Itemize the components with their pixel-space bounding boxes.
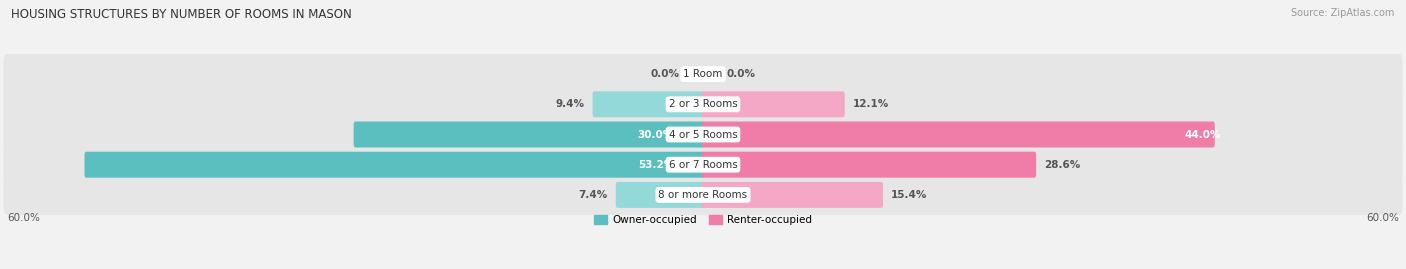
FancyBboxPatch shape xyxy=(702,91,845,117)
Text: 2 or 3 Rooms: 2 or 3 Rooms xyxy=(669,99,737,109)
Text: 1 Room: 1 Room xyxy=(683,69,723,79)
FancyBboxPatch shape xyxy=(702,122,1215,147)
FancyBboxPatch shape xyxy=(702,182,883,208)
FancyBboxPatch shape xyxy=(4,54,1402,94)
Text: Source: ZipAtlas.com: Source: ZipAtlas.com xyxy=(1291,8,1395,18)
FancyBboxPatch shape xyxy=(84,152,704,178)
FancyBboxPatch shape xyxy=(592,91,704,117)
Text: 30.0%: 30.0% xyxy=(638,129,673,140)
Text: 7.4%: 7.4% xyxy=(579,190,607,200)
Text: 28.6%: 28.6% xyxy=(1045,160,1080,170)
Text: 0.0%: 0.0% xyxy=(651,69,681,79)
Text: HOUSING STRUCTURES BY NUMBER OF ROOMS IN MASON: HOUSING STRUCTURES BY NUMBER OF ROOMS IN… xyxy=(11,8,352,21)
Text: 44.0%: 44.0% xyxy=(1184,129,1220,140)
FancyBboxPatch shape xyxy=(4,114,1402,155)
Text: 6 or 7 Rooms: 6 or 7 Rooms xyxy=(669,160,737,170)
FancyBboxPatch shape xyxy=(702,152,1036,178)
Text: 60.0%: 60.0% xyxy=(7,214,39,224)
Text: 8 or more Rooms: 8 or more Rooms xyxy=(658,190,748,200)
Text: 53.2%: 53.2% xyxy=(638,160,673,170)
Text: 4 or 5 Rooms: 4 or 5 Rooms xyxy=(669,129,737,140)
FancyBboxPatch shape xyxy=(4,175,1402,215)
Text: 0.0%: 0.0% xyxy=(725,69,755,79)
FancyBboxPatch shape xyxy=(616,182,704,208)
FancyBboxPatch shape xyxy=(354,122,704,147)
Text: 12.1%: 12.1% xyxy=(852,99,889,109)
FancyBboxPatch shape xyxy=(4,144,1402,185)
Legend: Owner-occupied, Renter-occupied: Owner-occupied, Renter-occupied xyxy=(591,211,815,229)
Text: 15.4%: 15.4% xyxy=(891,190,928,200)
FancyBboxPatch shape xyxy=(4,84,1402,125)
Text: 9.4%: 9.4% xyxy=(555,99,585,109)
Text: 60.0%: 60.0% xyxy=(1367,214,1399,224)
